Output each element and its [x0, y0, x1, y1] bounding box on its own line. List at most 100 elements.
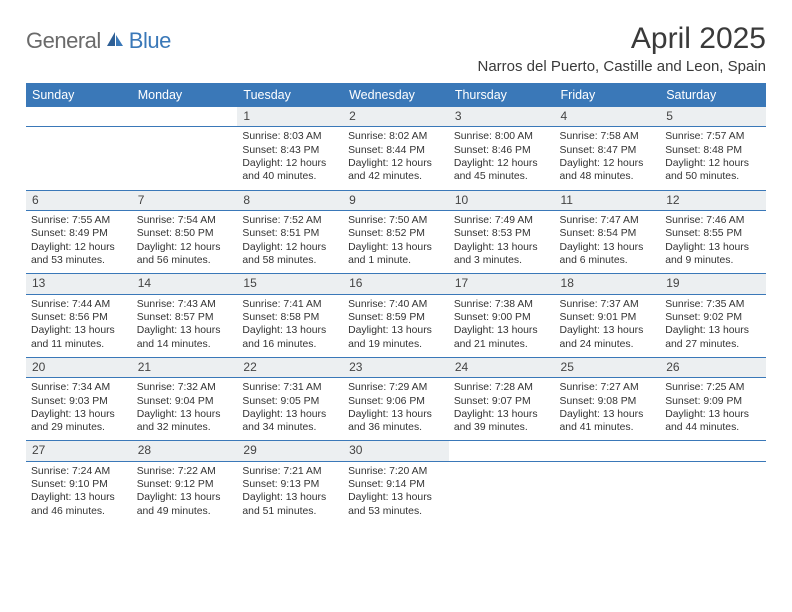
daynum-row: 12345: [26, 107, 766, 127]
daylight-text: Daylight: 13 hours: [560, 408, 656, 421]
daynum-cell: 4: [555, 107, 661, 127]
daylight-text: and 32 minutes.: [137, 421, 233, 434]
location-text: Narros del Puerto, Castille and Leon, Sp…: [477, 58, 766, 75]
day-cell: Sunrise: 7:21 AMSunset: 9:13 PMDaylight:…: [237, 461, 343, 524]
sunrise-text: Sunrise: 7:46 AM: [665, 214, 761, 227]
daynum-cell: 8: [237, 190, 343, 210]
daylight-text: and 40 minutes.: [242, 170, 338, 183]
daylight-text: Daylight: 13 hours: [348, 491, 444, 504]
logo-text-blue: Blue: [129, 28, 171, 54]
daylight-text: and 34 minutes.: [242, 421, 338, 434]
daylight-text: Daylight: 13 hours: [31, 324, 127, 337]
day-number: 10: [455, 193, 468, 207]
daylight-text: and 11 minutes.: [31, 338, 127, 351]
daylight-text: and 27 minutes.: [665, 338, 761, 351]
logo-text-general: General: [26, 28, 101, 54]
daylight-text: and 21 minutes.: [454, 338, 550, 351]
calendar-table: SundayMondayTuesdayWednesdayThursdayFrid…: [26, 83, 766, 524]
sunset-text: Sunset: 8:52 PM: [348, 227, 444, 240]
daylight-text: Daylight: 13 hours: [348, 241, 444, 254]
sunset-text: Sunset: 9:09 PM: [665, 395, 761, 408]
sunset-text: Sunset: 9:04 PM: [137, 395, 233, 408]
day-cell: [449, 461, 555, 524]
daynum-cell: 22: [237, 357, 343, 377]
sunrise-text: Sunrise: 7:21 AM: [242, 465, 338, 478]
sunrise-text: Sunrise: 7:25 AM: [665, 381, 761, 394]
content-row: Sunrise: 7:44 AMSunset: 8:56 PMDaylight:…: [26, 294, 766, 357]
daylight-text: and 50 minutes.: [665, 170, 761, 183]
daynum-cell: 9: [343, 190, 449, 210]
daynum-row: 20212223242526: [26, 357, 766, 377]
sunrise-text: Sunrise: 7:34 AM: [31, 381, 127, 394]
daynum-cell: 7: [132, 190, 238, 210]
daylight-text: Daylight: 13 hours: [454, 241, 550, 254]
daylight-text: and 16 minutes.: [242, 338, 338, 351]
weekday-header: Sunday: [26, 83, 132, 107]
header: General Blue April 2025 Narros del Puert…: [26, 22, 766, 75]
day-number: 26: [666, 360, 679, 374]
daylight-text: Daylight: 13 hours: [560, 324, 656, 337]
weekday-header: Monday: [132, 83, 238, 107]
daynum-row: 6789101112: [26, 190, 766, 210]
daylight-text: Daylight: 13 hours: [31, 408, 127, 421]
sunset-text: Sunset: 9:07 PM: [454, 395, 550, 408]
day-cell: Sunrise: 7:40 AMSunset: 8:59 PMDaylight:…: [343, 294, 449, 357]
content-row: Sunrise: 7:55 AMSunset: 8:49 PMDaylight:…: [26, 210, 766, 273]
sunrise-text: Sunrise: 7:31 AM: [242, 381, 338, 394]
daylight-text: Daylight: 13 hours: [665, 324, 761, 337]
daylight-text: Daylight: 13 hours: [665, 241, 761, 254]
daylight-text: and 1 minute.: [348, 254, 444, 267]
sunrise-text: Sunrise: 8:03 AM: [242, 130, 338, 143]
sunrise-text: Sunrise: 7:49 AM: [454, 214, 550, 227]
daynum-cell: 26: [660, 357, 766, 377]
day-number: 29: [243, 443, 256, 457]
sunset-text: Sunset: 8:43 PM: [242, 144, 338, 157]
day-cell: Sunrise: 8:00 AMSunset: 8:46 PMDaylight:…: [449, 127, 555, 190]
daynum-row: 27282930: [26, 441, 766, 461]
daynum-cell: [449, 441, 555, 461]
sunset-text: Sunset: 9:01 PM: [560, 311, 656, 324]
day-cell: Sunrise: 7:32 AMSunset: 9:04 PMDaylight:…: [132, 378, 238, 441]
sunrise-text: Sunrise: 7:28 AM: [454, 381, 550, 394]
sunset-text: Sunset: 8:49 PM: [31, 227, 127, 240]
sunset-text: Sunset: 9:08 PM: [560, 395, 656, 408]
daylight-text: Daylight: 13 hours: [560, 241, 656, 254]
content-row: Sunrise: 7:34 AMSunset: 9:03 PMDaylight:…: [26, 378, 766, 441]
daynum-cell: 23: [343, 357, 449, 377]
weekday-header: Friday: [555, 83, 661, 107]
daynum-cell: 2: [343, 107, 449, 127]
sunset-text: Sunset: 9:13 PM: [242, 478, 338, 491]
daylight-text: and 46 minutes.: [31, 505, 127, 518]
sunrise-text: Sunrise: 7:58 AM: [560, 130, 656, 143]
sunrise-text: Sunrise: 7:41 AM: [242, 298, 338, 311]
daynum-cell: 20: [26, 357, 132, 377]
day-number: 1: [243, 109, 250, 123]
daylight-text: and 53 minutes.: [348, 505, 444, 518]
daylight-text: Daylight: 12 hours: [242, 241, 338, 254]
sunset-text: Sunset: 8:59 PM: [348, 311, 444, 324]
daynum-cell: 6: [26, 190, 132, 210]
sunset-text: Sunset: 8:55 PM: [665, 227, 761, 240]
day-cell: Sunrise: 7:50 AMSunset: 8:52 PMDaylight:…: [343, 210, 449, 273]
sunrise-text: Sunrise: 8:00 AM: [454, 130, 550, 143]
day-cell: Sunrise: 7:37 AMSunset: 9:01 PMDaylight:…: [555, 294, 661, 357]
day-cell: [26, 127, 132, 190]
day-number: 23: [349, 360, 362, 374]
daylight-text: Daylight: 13 hours: [454, 408, 550, 421]
sunset-text: Sunset: 8:51 PM: [242, 227, 338, 240]
sunset-text: Sunset: 9:10 PM: [31, 478, 127, 491]
sunset-text: Sunset: 8:46 PM: [454, 144, 550, 157]
daynum-cell: 19: [660, 274, 766, 294]
daylight-text: and 6 minutes.: [560, 254, 656, 267]
daylight-text: and 56 minutes.: [137, 254, 233, 267]
daynum-cell: 10: [449, 190, 555, 210]
day-number: 13: [32, 276, 45, 290]
daylight-text: Daylight: 13 hours: [242, 408, 338, 421]
sunrise-text: Sunrise: 7:43 AM: [137, 298, 233, 311]
day-cell: Sunrise: 7:35 AMSunset: 9:02 PMDaylight:…: [660, 294, 766, 357]
day-number: 21: [138, 360, 151, 374]
daynum-cell: 15: [237, 274, 343, 294]
sunrise-text: Sunrise: 7:44 AM: [31, 298, 127, 311]
day-number: 11: [561, 193, 573, 207]
daynum-cell: 18: [555, 274, 661, 294]
